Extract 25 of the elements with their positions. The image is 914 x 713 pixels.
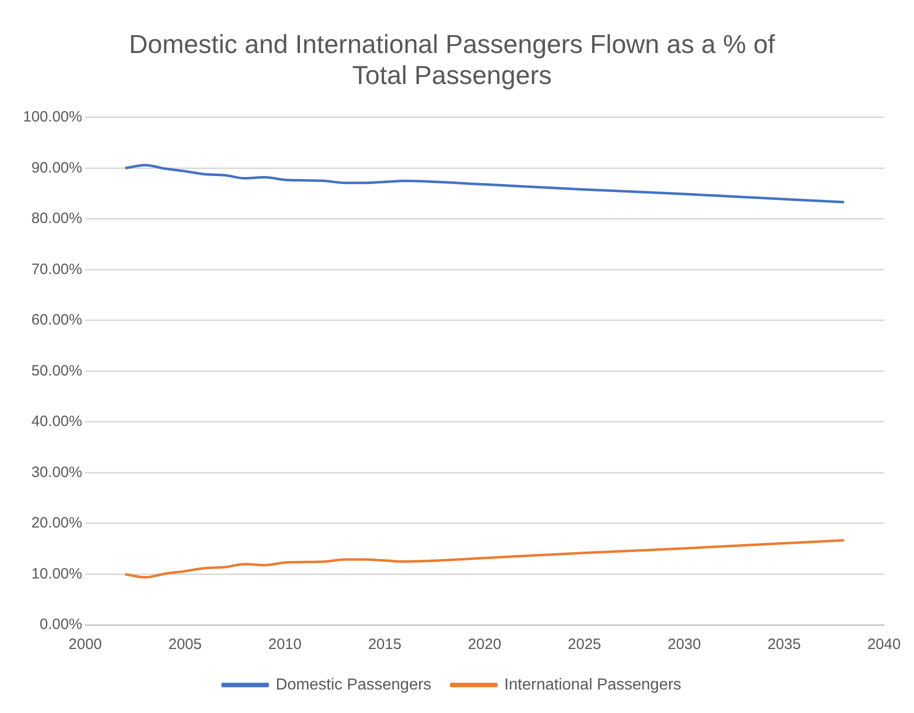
y-tick-label: 40.00% xyxy=(31,413,82,430)
x-tick-label: 2040 xyxy=(867,636,901,654)
y-tick-label: 60.00% xyxy=(31,312,82,329)
x-tick-label: 2000 xyxy=(68,636,102,654)
x-tick-label: 2030 xyxy=(668,636,701,654)
y-tick-label: 80.00% xyxy=(31,210,82,228)
legend-label: Domestic Passengers xyxy=(276,676,432,694)
y-tick-label: 70.00% xyxy=(31,260,82,278)
y-tick-label: 50.00% xyxy=(31,362,82,380)
x-tick-label: 2025 xyxy=(568,636,602,654)
y-tick-label: 20.00% xyxy=(31,514,82,532)
y-tick-label: 10.00% xyxy=(31,565,82,582)
legend-label: International Passengers xyxy=(504,676,682,694)
y-tick-label: 0.00% xyxy=(40,616,82,634)
line-series xyxy=(124,164,846,204)
x-tick-label: 2035 xyxy=(767,636,801,654)
y-tick-label: 30.00% xyxy=(31,464,82,481)
x-tick-label: 2010 xyxy=(268,636,302,654)
x-tick-label: 2005 xyxy=(168,636,202,654)
y-tick-label: 90.00% xyxy=(31,159,82,176)
x-tick-label: 2015 xyxy=(368,636,402,654)
x-tick-label: 2020 xyxy=(468,636,502,654)
chart-title: Domestic and International Passengers Flown as a % of Total Passengers xyxy=(128,28,776,90)
line-series xyxy=(124,538,846,579)
y-tick-label: 100.00% xyxy=(23,108,82,126)
